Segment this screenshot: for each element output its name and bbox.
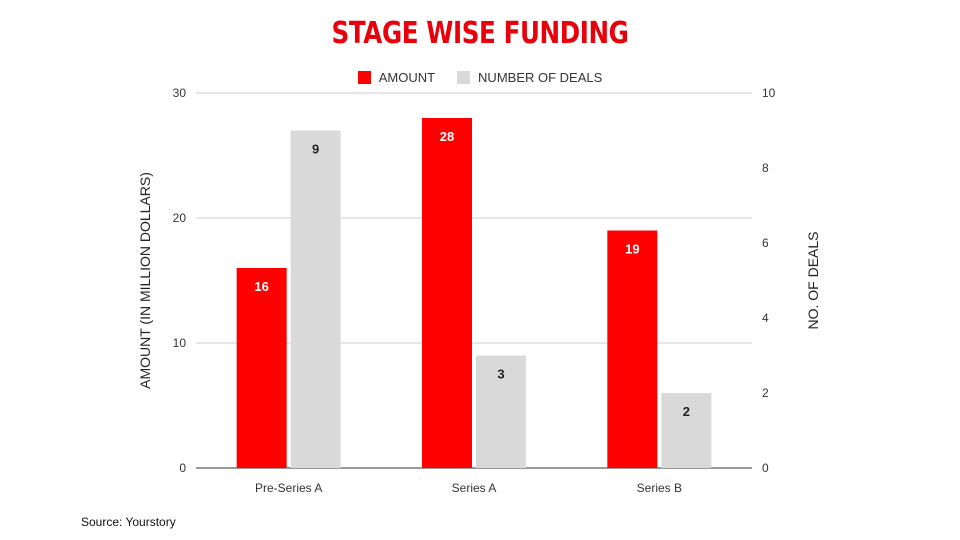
y-left-tick-label: 30	[173, 86, 187, 100]
y-right-tick-label: 8	[762, 161, 769, 175]
y-right-tick-label: 10	[762, 86, 776, 100]
bar-deals	[290, 130, 341, 468]
legend-label-deals: NUMBER OF DEALS	[478, 70, 603, 85]
chart-title: STAGE WISE FUNDING	[331, 16, 629, 51]
source-note: Source: Yourstory	[81, 515, 176, 529]
x-tick-label: Pre-Series A	[255, 481, 322, 495]
y-right-tick-label: 6	[762, 236, 769, 250]
y-right-axis-title: NO. OF DEALS	[805, 231, 821, 329]
x-tick-label: Series B	[637, 481, 682, 495]
legend-item-deals: NUMBER OF DEALS	[457, 70, 602, 85]
bar-amount	[236, 268, 287, 468]
legend-label-amount: AMOUNT	[378, 70, 436, 85]
y-left-axis-title: AMOUNT (IN MILLION DOLLARS)	[137, 172, 153, 389]
data-label: 2	[683, 404, 690, 419]
y-right-tick-label: 4	[762, 311, 769, 325]
legend-swatch-deals	[457, 71, 471, 84]
y-right-tick-label: 0	[762, 461, 769, 475]
data-label: 9	[312, 142, 319, 157]
y-left-tick-label: 20	[173, 211, 187, 225]
bar-deals	[476, 355, 526, 468]
y-left-tick-label: 0	[179, 461, 186, 475]
data-label: 28	[440, 129, 454, 144]
chart-legend: AMOUNT NUMBER OF DEALS	[0, 70, 960, 85]
data-label: 16	[254, 279, 268, 294]
bar-amount	[607, 230, 658, 468]
bar-deals	[661, 393, 712, 468]
legend-swatch-amount	[357, 71, 371, 84]
x-tick-label: Series A	[452, 481, 497, 495]
y-left-tick-label: 10	[173, 336, 187, 350]
data-label: 19	[625, 242, 639, 257]
bar-amount	[422, 118, 472, 468]
data-label: 3	[497, 367, 504, 382]
legend-item-amount: AMOUNT	[357, 70, 436, 85]
y-right-tick-label: 2	[762, 386, 769, 400]
